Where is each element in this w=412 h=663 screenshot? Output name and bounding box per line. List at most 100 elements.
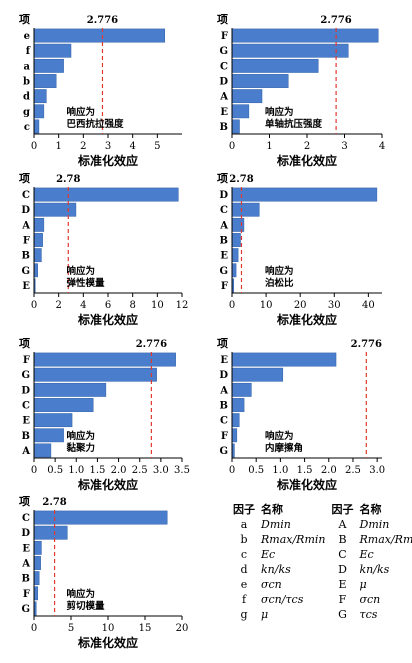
category-label: D [21,205,30,216]
legend-factor: c [240,548,248,561]
bar-E [231,104,250,119]
legend-name: Ec [359,548,374,561]
x-tick-label: 3.5 [174,465,190,476]
x-axis-label: 标准化效应 [77,312,138,327]
response-annotation: 响应为 [67,588,96,600]
legend-header: 因子 [331,503,354,516]
legend-factor: E [338,578,347,591]
category-label: g [23,107,30,118]
category-label: E [220,251,228,262]
threshold-label: 2.78 [42,497,66,508]
category-label: G [219,446,228,457]
bar-E [231,352,337,367]
x-tick-label: 5 [154,141,160,152]
factor-legend: 因子 名称 因子 名称 a Dmin A Dmin b Rmax/Rmin B … [230,502,412,622]
y-axis-label: 项 [217,13,228,26]
x-axis-label: 标准化效应 [77,153,138,168]
category-label: A [21,446,30,457]
category-label: B [22,574,30,585]
threshold-label: 2.78 [229,174,253,185]
x-tick-label: 0.5 [248,465,264,476]
x-tick-label: 0 [31,300,37,311]
legend-name: τcs [359,608,378,621]
x-tick-label: 1.0 [272,465,288,476]
category-label: F [23,589,30,600]
threshold-label: 2.78 [56,174,80,185]
category-label: G [219,46,228,57]
category-label: G [219,266,228,277]
legend-factor: d [240,563,248,576]
bar-E [231,248,239,263]
legend-factor: a [240,518,248,531]
x-tick-label: 10 [102,623,115,634]
category-label: A [21,559,30,570]
x-tick-label: 0 [31,465,37,476]
bar-a [33,58,64,73]
category-label: C [220,416,228,427]
x-tick-label: 2.0 [321,465,337,476]
category-label: B [220,401,228,412]
category-label: A [21,220,30,231]
category-label: A [219,220,228,231]
response-annotation: 弹性模量 [67,277,106,289]
x-tick-label: 5 [68,623,74,634]
bar-D [231,187,378,202]
x-tick-label: 15 [139,623,152,634]
x-axis-label: 标准化效应 [276,312,337,327]
legend-row: a Dmin A Dmin [230,517,412,532]
x-tick-label: 2 [80,141,86,152]
category-label: b [23,77,30,88]
category-label: G [21,370,30,381]
category-label: D [219,77,228,88]
category-label: D [219,190,228,201]
bar-D [33,382,107,397]
legend-name: Dmin [261,518,291,531]
bar-F [33,586,38,601]
legend-row: d kn/ks D kn/ks [230,562,412,577]
legend-factor: D [338,563,347,576]
category-label: E [220,107,228,118]
bar-D [33,202,77,217]
bar-f [33,43,72,58]
y-axis-label: 项 [217,172,228,185]
category-label: C [22,401,30,412]
bar-F [231,28,379,43]
category-label: C [220,61,228,72]
x-tick-label: 10 [151,300,164,311]
category-label: a [24,61,31,72]
x-tick-label: 3 [341,141,347,152]
y-axis-label: 项 [19,337,30,350]
bar-G [33,263,38,278]
legend-factor: F [338,593,347,606]
legend-header: 名称 [359,503,382,516]
x-tick-label: 6 [105,300,111,311]
legend-row: e σcn E μ [230,577,412,592]
x-tick-label: 4 [129,141,135,152]
x-tick-label: 20 [176,623,189,634]
x-tick-label: 8 [129,300,135,311]
y-axis-label: 项 [217,337,228,350]
category-label: D [21,528,30,539]
response-annotation: 响应为 [265,430,294,442]
legend-name: Ec [261,548,276,561]
x-tick-label: 0 [229,300,235,311]
bar-E [33,540,42,555]
x-tick-label: 1.5 [89,465,105,476]
legend-name: Rmax/Rmin [359,533,412,546]
x-tick-label: 0 [31,141,37,152]
legend-name: Dmin [359,518,390,531]
category-label: B [220,236,228,247]
bar-F [33,233,43,247]
legend-factor: e [240,578,248,591]
x-tick-label: 40 [362,300,375,311]
response-annotation: 响应为 [67,430,96,442]
response-annotation: 响应为 [67,106,96,118]
x-tick-label: 1 [55,141,61,152]
response-annotation: 响应为 [67,265,96,277]
category-label: F [221,31,228,42]
legend-factor: A [338,518,347,531]
bar-B [33,571,40,586]
category-label: e [24,31,30,42]
x-axis-label: 标准化效应 [276,477,337,492]
